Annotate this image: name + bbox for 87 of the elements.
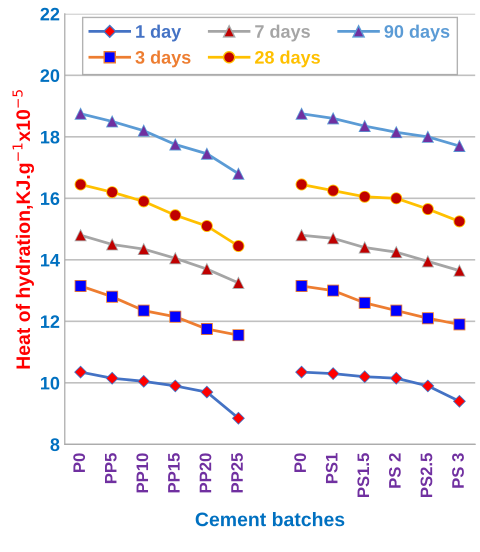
point — [295, 366, 308, 378]
y-tick-label: 18 — [40, 130, 60, 144]
point — [358, 190, 371, 203]
point — [453, 264, 466, 277]
x-tick-label: PS1.5 — [357, 453, 370, 497]
point — [232, 240, 244, 252]
legend-label: 90 days — [384, 24, 450, 42]
point — [453, 394, 466, 408]
point — [327, 112, 340, 124]
point — [106, 186, 118, 198]
point — [232, 329, 244, 342]
x-tick-label: PS 3 — [452, 453, 464, 488]
point — [169, 209, 182, 222]
point — [106, 290, 118, 303]
point — [106, 372, 118, 385]
point — [422, 203, 434, 216]
point — [169, 310, 182, 323]
y-tick-label: 14 — [40, 254, 60, 266]
y-tick-label: 8 — [50, 438, 60, 452]
point — [232, 276, 244, 289]
point — [390, 126, 402, 138]
point — [74, 366, 87, 378]
point — [358, 370, 372, 384]
x-tick-label: PP5 — [105, 453, 117, 484]
point — [422, 130, 434, 143]
point — [74, 178, 87, 190]
point — [358, 296, 371, 309]
point — [358, 242, 371, 254]
point — [453, 215, 466, 228]
legend-label: 3 days — [135, 50, 190, 68]
point — [138, 124, 150, 137]
x-tick-label: P0 — [73, 453, 86, 472]
point — [106, 115, 118, 128]
legend-label: 7 days — [255, 24, 310, 42]
point — [296, 108, 308, 120]
point — [358, 120, 371, 132]
x-tick-label: PP10 — [136, 453, 148, 492]
point — [390, 304, 402, 317]
point — [200, 323, 213, 336]
point — [169, 252, 182, 264]
point — [296, 178, 308, 190]
point — [232, 168, 244, 180]
point — [200, 263, 213, 276]
point — [74, 108, 87, 120]
point — [296, 229, 308, 242]
point — [169, 138, 182, 150]
y-tick-label: 10 — [40, 376, 60, 390]
y-tick-label: 20 — [40, 69, 60, 82]
y-tick-label: 12 — [40, 315, 60, 328]
point — [390, 192, 402, 204]
point — [74, 280, 87, 292]
point — [138, 304, 150, 317]
point — [200, 220, 213, 232]
y-axis-title: Heat of hydration,KJ.g$^{−1}$x10$^{−5}$ — [12, 90, 34, 369]
point — [453, 140, 466, 152]
point — [453, 318, 466, 330]
point — [138, 243, 150, 256]
point — [232, 412, 245, 425]
x-tick-label: PP15 — [168, 453, 180, 492]
point — [327, 284, 340, 297]
point — [74, 229, 87, 242]
point — [422, 312, 434, 324]
point — [138, 195, 150, 208]
point — [200, 386, 214, 398]
point — [422, 380, 434, 392]
x-tick-label: PS1 — [326, 453, 338, 484]
x-tick-label: PS 2 — [388, 453, 401, 488]
y-tick-label: 22 — [40, 8, 60, 20]
y-tick-label: 16 — [40, 192, 60, 206]
x-tick-label: PS2.5 — [420, 453, 432, 497]
point — [137, 375, 150, 388]
point — [327, 184, 340, 197]
legend-label: 1 day — [136, 24, 182, 42]
point — [326, 367, 340, 380]
point — [390, 372, 403, 385]
x-tick-label: PP20 — [200, 453, 212, 492]
x-tick-label: P0 — [294, 453, 306, 472]
point — [296, 280, 308, 292]
x-axis-title: Cement batches — [196, 512, 344, 526]
x-tick-label: PP25 — [231, 453, 243, 492]
point — [422, 255, 434, 268]
point — [106, 238, 118, 250]
point — [327, 232, 340, 244]
point — [168, 380, 182, 392]
point — [200, 148, 213, 160]
legend-label: 28 days — [255, 50, 320, 68]
point — [390, 246, 402, 258]
